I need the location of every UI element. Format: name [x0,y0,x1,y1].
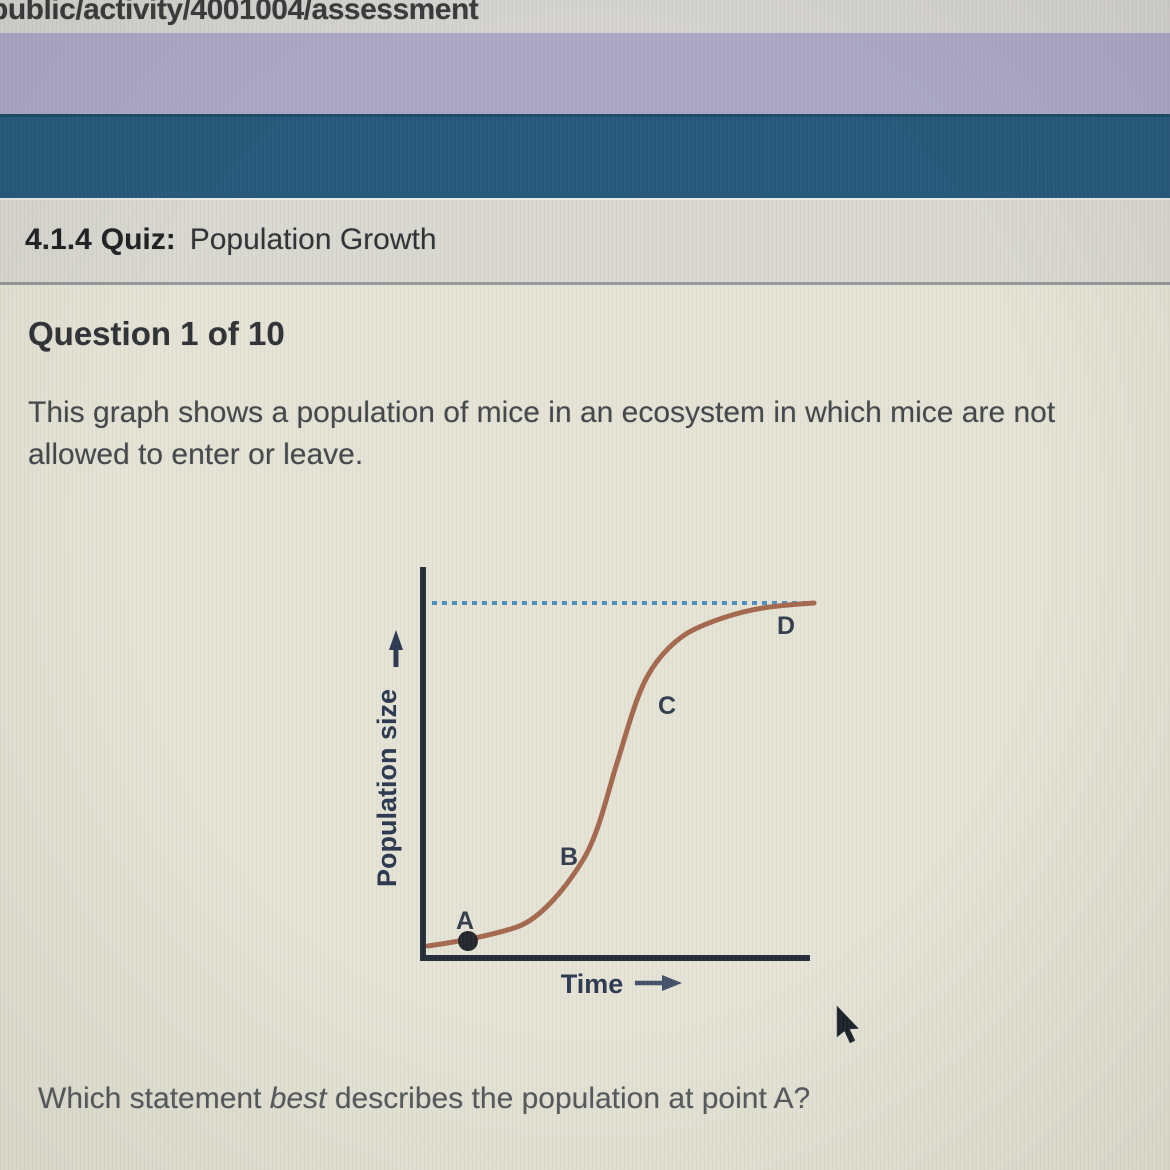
x-axis-arrow-icon [635,975,682,991]
question-panel: Question 1 of 10 This graph shows a popu… [0,285,1170,1170]
question-emphasis: best [269,1082,327,1115]
population-growth-graph: A B C D Population size Time [372,567,817,999]
quiz-type-label: Quiz: [100,223,176,256]
lavender-band [0,33,1170,114]
point-a-dot [458,931,478,951]
question-progress: Question 1 of 10 [28,315,285,352]
app-header-bar [0,114,1170,201]
quiz-title-bar: 4.1.4 Quiz: Population Growth [0,198,1170,285]
y-axis-arrow-icon [389,630,403,667]
browser-url-bar: public/activity/4001004/assessment [0,0,1170,33]
quiz-title: Population Growth [189,223,437,256]
question-prompt-line2: allowed to enter or leave. [28,438,364,471]
point-label-a: A [456,907,474,935]
point-label-d: D [777,612,795,640]
question-text: Which statement best describes the popul… [38,1082,811,1115]
x-axis-label: Time [561,969,624,999]
quiz-number: 4.1.4 [25,223,92,256]
growth-curve [425,600,817,949]
url-text: public/activity/4001004/assessment [0,0,479,26]
point-label-c: C [658,692,676,720]
y-axis-label: Population size [372,689,402,887]
question-prompt: This graph shows a population of mice in… [28,392,1055,476]
point-label-b: B [560,843,578,871]
question-prompt-line1: This graph shows a population of mice in… [28,396,1056,429]
mouse-cursor-icon [836,1006,860,1044]
